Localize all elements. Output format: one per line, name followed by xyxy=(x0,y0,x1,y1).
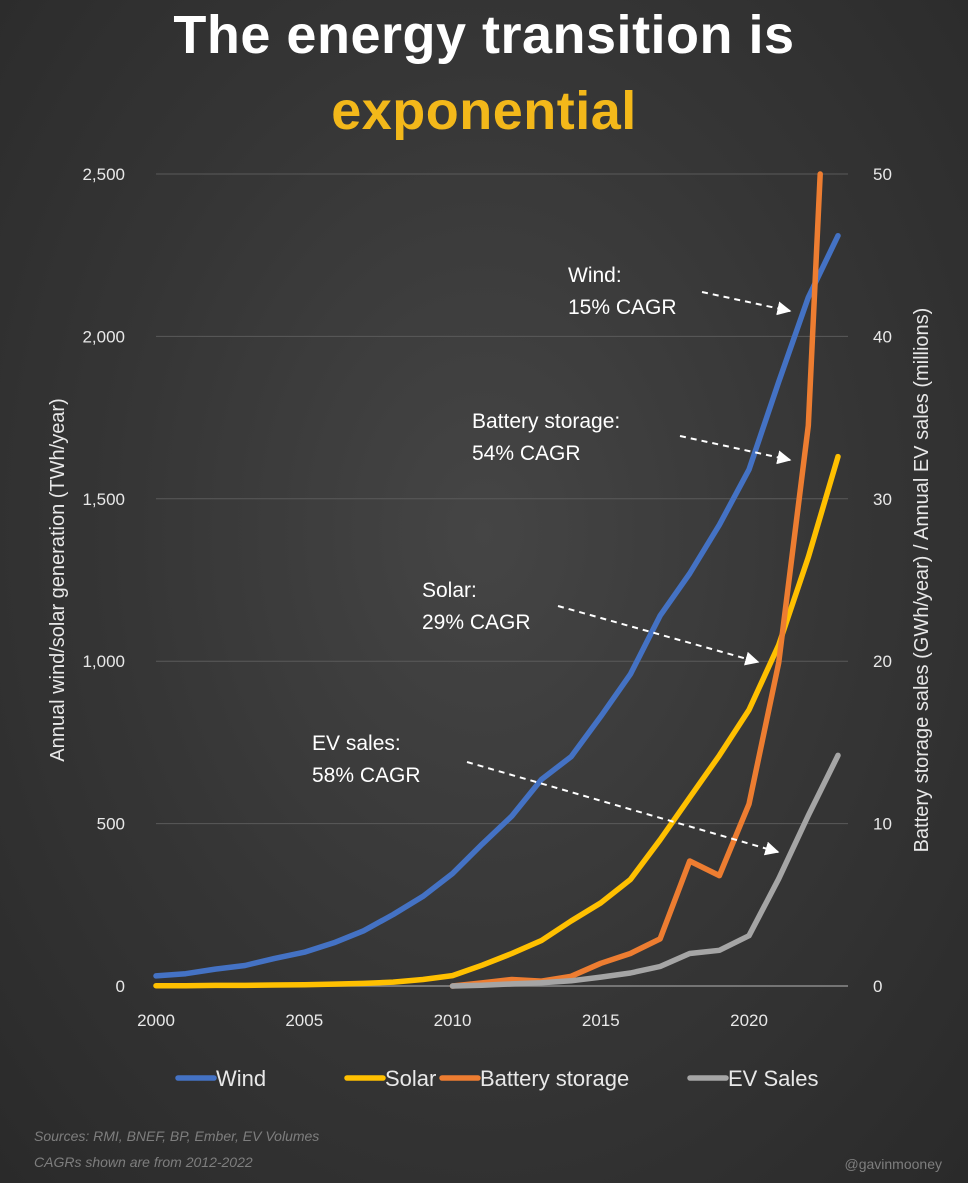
y-tick-label-left: 0 xyxy=(116,977,125,996)
x-tick-label: 2015 xyxy=(582,1011,620,1030)
x-tick-label: 2000 xyxy=(137,1011,175,1030)
ev-sales-line xyxy=(449,752,841,989)
annotation-cagr: 29% CAGR xyxy=(422,611,531,634)
x-tick-label: 2005 xyxy=(285,1011,323,1030)
y-tick-label-right: 10 xyxy=(873,815,892,834)
annotation-cagr: 58% CAGR xyxy=(312,764,421,787)
y-tick-label-right: 40 xyxy=(873,327,892,346)
chart-title-line1: The energy transition is xyxy=(173,5,795,65)
sources-note: Sources: RMI, BNEF, BP, Ember, EV Volume… xyxy=(34,1128,320,1144)
annotations: Wind: 15% CAGR Battery storage: 54% CAGR Sol… xyxy=(312,264,792,856)
annotation-arrow xyxy=(466,761,780,856)
annotation-label: Wind: xyxy=(568,264,622,287)
cagr-note: CAGRs shown are from 2012-2022 xyxy=(34,1154,253,1170)
annotation-arrow xyxy=(557,605,760,666)
series-lines xyxy=(153,171,841,989)
y-tick-label-right: 20 xyxy=(873,652,892,671)
annotation-cagr: 15% CAGR xyxy=(568,296,677,319)
legend-label: Wind xyxy=(216,1066,266,1091)
x-tick-label: 2020 xyxy=(730,1011,768,1030)
y-axis-title-left: Annual wind/solar generation (TWh/year) xyxy=(47,398,69,762)
x-tick-label: 2010 xyxy=(434,1011,472,1030)
axes: 0 500 1,000 1,500 2,000 2,500 0 10 20 30 40 50 2000 2… xyxy=(47,165,933,1030)
author-handle: @gavinmooney xyxy=(844,1156,943,1172)
legend-label: EV Sales xyxy=(728,1066,819,1091)
y-tick-label-left: 2,500 xyxy=(82,165,125,184)
wind-line xyxy=(153,232,841,979)
y-tick-label-left: 1,000 xyxy=(82,652,125,671)
y-tick-label-left: 1,500 xyxy=(82,490,125,509)
y-axis-title-right: Battery storage sales (GWh/year) / Annua… xyxy=(911,308,933,853)
y-tick-label-left: 500 xyxy=(97,815,125,834)
y-tick-label-right: 30 xyxy=(873,490,892,509)
solar-line xyxy=(153,453,841,989)
y-tick-label-left: 2,000 xyxy=(82,327,125,346)
legend: Wind Solar Battery storage EV Sales xyxy=(175,1066,819,1091)
y-tick-label-right: 50 xyxy=(873,165,892,184)
annotation-cagr: 54% CAGR xyxy=(472,442,581,465)
annotation-arrow xyxy=(701,291,792,316)
annotation-label: EV sales: xyxy=(312,732,401,755)
annotation-label: Battery storage: xyxy=(472,410,620,433)
legend-label: Battery storage xyxy=(480,1066,629,1091)
chart-title-line2: exponential xyxy=(331,81,637,141)
gridlines xyxy=(156,173,848,987)
y-tick-label-right: 0 xyxy=(873,977,882,996)
battery-storage-line xyxy=(449,171,823,989)
annotation-label: Solar: xyxy=(422,579,477,602)
legend-label: Solar xyxy=(385,1066,436,1091)
annotation-arrow xyxy=(679,435,792,465)
